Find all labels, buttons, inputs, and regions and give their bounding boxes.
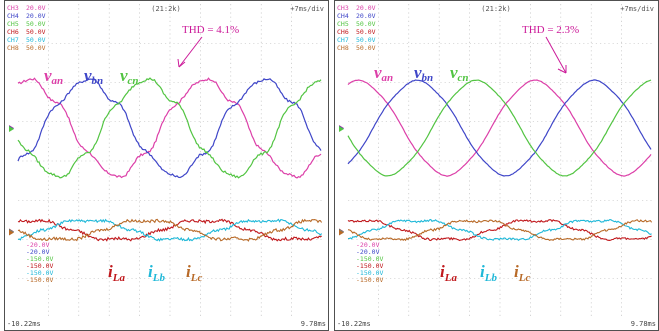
scale-label: -150.0V [26, 269, 53, 277]
channel-value: 20.0V [356, 12, 376, 20]
current-trace-i-La [17, 218, 322, 242]
label-ilc: iLc [186, 262, 202, 284]
channel-ground-marker [9, 229, 14, 236]
thd-arrow-head [177, 58, 186, 68]
scale-label: -20.0V [26, 241, 50, 249]
scale-label: -150.0V [356, 276, 383, 284]
label-vcn: vcn [120, 66, 139, 87]
channel-value: 50.0V [356, 44, 376, 52]
voltage-trace-v-cn [347, 79, 652, 177]
thd-arrow [545, 36, 567, 74]
current-trace-i-Lb [347, 218, 652, 242]
voltage-trace-v-an [347, 79, 652, 177]
current-trace-i-Lc [347, 219, 653, 242]
channel-tag: CH8 [337, 44, 349, 52]
header-center: (21:2k) [481, 5, 511, 13]
header-right: +7ms/div [290, 5, 324, 13]
channel-tag: CH3 [7, 4, 19, 12]
time-start: -10.22ms [7, 320, 41, 328]
scale-label: -150.0V [26, 276, 53, 284]
channel-tag: CH5 [337, 20, 349, 28]
scale-label: -20.0V [356, 241, 380, 249]
label-ila: iLa [440, 262, 457, 284]
channel-value: 20.0V [26, 12, 46, 20]
thd-arrow [178, 36, 203, 68]
panel-frame [4, 0, 329, 331]
scope-screen: (21:2k) +7ms/div CH3 CH4 CH5 CH6 CH7 CH8… [4, 0, 329, 331]
channel-tag: CH6 [337, 28, 349, 36]
current-trace-i-La [347, 219, 652, 242]
channel-value: 50.0V [356, 20, 376, 28]
scope-panel-left: (21:2k) +7ms/div CH3 CH4 CH5 CH6 CH7 CH8… [4, 0, 329, 331]
channel-tag: CH3 [337, 4, 349, 12]
current-trace-i-Lb [17, 218, 323, 242]
voltage-trace-v-an [17, 77, 322, 179]
label-vbn: vbn [414, 63, 433, 84]
scope-panel-right: (21:2k) +7ms/div CH3 CH4 CH5 CH6 CH7 CH8… [334, 0, 659, 331]
channel-ground-marker [339, 229, 344, 236]
label-van: van [374, 63, 393, 84]
channel-tag: CH4 [337, 12, 349, 20]
header-center: (21:2k) [151, 5, 181, 13]
scale-label: -150.0V [356, 269, 383, 277]
channel-ground-marker [339, 126, 344, 132]
channel-value: 20.0V [26, 4, 46, 12]
thd-label: THD = 2.3% [522, 24, 579, 36]
scale-label: -150.0V [26, 262, 53, 270]
time-end: 9.78ms [631, 320, 656, 328]
channel-tag: CH7 [337, 36, 349, 44]
traces [9, 77, 323, 242]
current-trace-i-Lc [17, 218, 323, 242]
thd-arrow-head [557, 65, 567, 74]
channel-tag: CH6 [7, 28, 19, 36]
time-start: -10.22ms [337, 320, 371, 328]
channel-value: 50.0V [26, 28, 46, 36]
channel-tag: CH8 [7, 44, 19, 52]
channel-value: 50.0V [26, 36, 46, 44]
time-end: 9.78ms [301, 320, 326, 328]
channel-value: 50.0V [26, 44, 46, 52]
label-ilb: iLb [148, 262, 165, 284]
channel-tag: CH4 [7, 12, 19, 20]
label-vbn: vbn [84, 66, 103, 87]
scale-label: -20.0V [26, 248, 50, 256]
channel-value: 50.0V [356, 36, 376, 44]
channel-tag: CH7 [7, 36, 19, 44]
label-vcn: vcn [450, 63, 469, 84]
voltage-trace-v-bn [347, 79, 652, 177]
scale-label: -20.0V [356, 248, 380, 256]
channel-value: 50.0V [26, 20, 46, 28]
voltage-trace-v-bn [17, 78, 322, 179]
channel-value: 20.0V [356, 4, 376, 12]
scope-screen: (21:2k) +7ms/div CH3 CH4 CH5 CH6 CH7 CH8… [334, 0, 659, 331]
label-ilc: iLc [514, 262, 530, 284]
scale-label: -150.0V [356, 255, 383, 263]
channel-value: 50.0V [356, 28, 376, 36]
label-ilb: iLb [480, 262, 497, 284]
traces [339, 79, 653, 242]
scale-label: -150.0V [26, 255, 53, 263]
thd-label: THD = 4.1% [182, 24, 239, 36]
scale-label: -150.0V [356, 262, 383, 270]
voltage-trace-v-cn [17, 77, 322, 179]
channel-ground-marker [9, 126, 14, 132]
channel-tag: CH5 [7, 20, 19, 28]
label-ila: iLa [108, 262, 125, 284]
header-right: +7ms/div [620, 5, 654, 13]
label-van: van [44, 66, 63, 87]
